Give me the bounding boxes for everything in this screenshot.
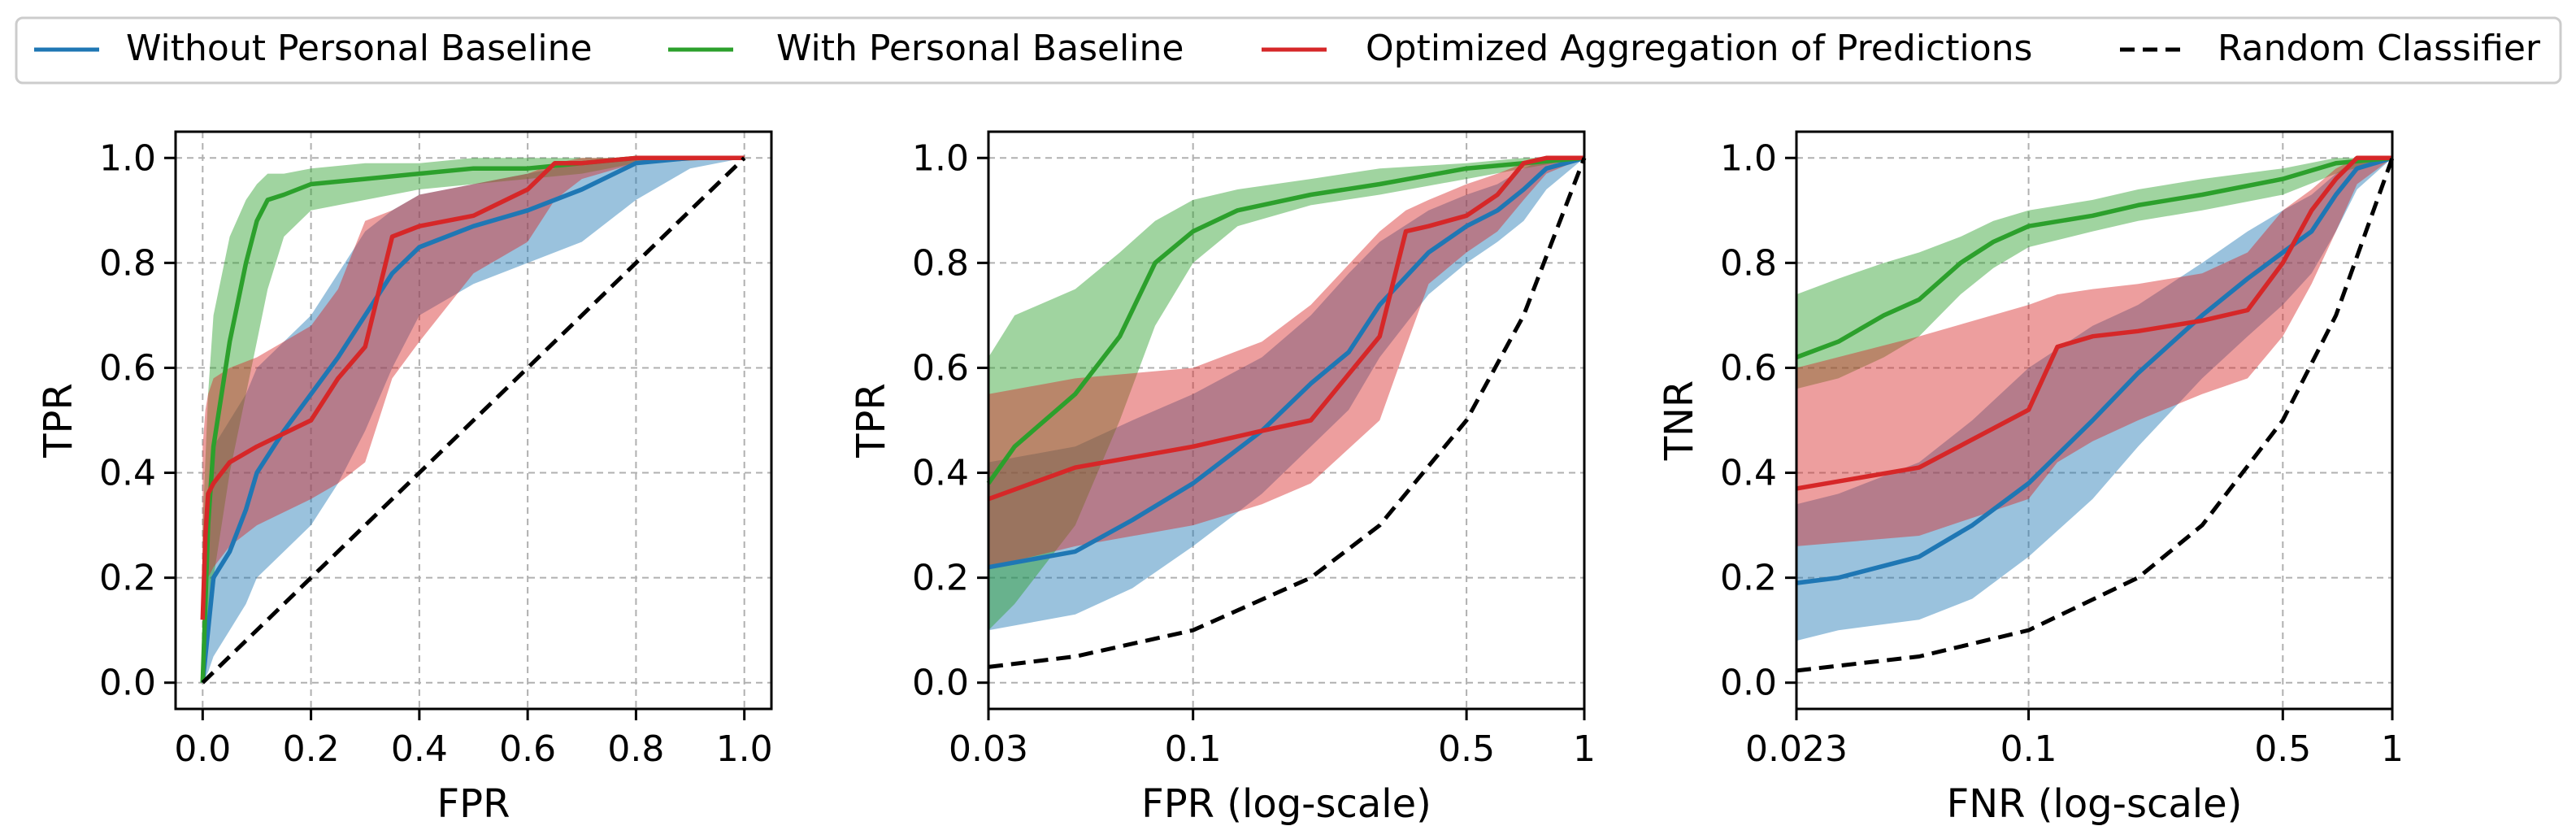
axes-frame [174,130,773,711]
series-line-random-classifier [1796,157,2395,673]
x-tick-label: 0.2 [283,728,340,770]
series-line-without-baseline [200,155,745,683]
y-axis-label: TPR [36,383,81,459]
confidence-band-without-baseline [1796,158,2392,641]
series-line-with-baseline [986,155,1585,485]
y-tick-label: 0.8 [1720,242,1777,284]
y-axis-label: TPR [849,383,894,459]
y-tick-label: 1.0 [1720,137,1777,179]
confidence-band-optimized-aggregation [1796,158,2392,546]
x-tick-label: 0.1 [1165,728,1222,770]
x-tick-label: 0.0 [174,728,231,770]
y-tick-label: 1.0 [99,137,156,179]
confidence-band-without-baseline [202,158,745,683]
y-tick-label: 0.2 [1720,558,1777,599]
y-axis-label: TNR [1657,380,1702,462]
panel-roc-log: 0.03 0.1 0.5 1 0.0 0.2 0.4 0.6 0.8 1.0 FPR (log-sc… [849,130,1596,827]
x-axis-label: FPR (log-scale) [1141,781,1431,827]
legend: Without Personal Baseline With Personal … [15,16,2562,85]
y-tick-label: 0.4 [99,453,156,494]
confidence-band-optimized-aggregation [988,158,1584,567]
x-tick-label: 0.5 [2254,728,2311,770]
y-tick-label: 0.2 [912,558,969,599]
x-tick-label: 0.1 [2000,728,2057,770]
legend-label-random-classifier: Random Classifier [2218,28,2541,69]
x-tick-label: 0.6 [499,728,556,770]
legend-label-without-baseline: Without Personal Baseline [126,28,593,69]
y-tick-label: 0.4 [1720,453,1777,494]
axes-frame [987,130,1586,711]
x-tick-label: 0.8 [607,728,664,770]
y-tick-label: 0.4 [912,453,969,494]
y-tick-label: 0.2 [99,558,156,599]
series-line-optimized-aggregation [200,155,745,620]
y-tick-label: 0.0 [1720,663,1777,704]
y-tick-label: 0.8 [99,242,156,284]
y-tick-label: 0.6 [99,347,156,389]
y-tick-label: 1.0 [912,137,969,179]
x-tick-label: 0.023 [1745,728,1848,770]
y-tick-label: 0.6 [1720,347,1777,389]
series-line-random-classifier [201,156,746,685]
x-tick-label: 0.4 [391,728,448,770]
legend-label-with-baseline: With Personal Baseline [776,28,1184,69]
series-line-optimized-aggregation [1796,155,2392,491]
y-tick-label: 0.0 [99,663,156,704]
panel-roc-linear: 0.0 0.2 0.4 0.6 0.8 1.0 0.0 0.2 0.4 0.6 0.8 1.0 FPR T… [36,130,773,827]
x-tick-label: 1 [2381,728,2404,770]
series-line-optimized-aggregation [988,155,1584,502]
series-line-with-baseline [1796,155,2393,360]
x-axis-label: FNR (log-scale) [1947,781,2243,827]
x-tick-label: 1 [1573,728,1596,770]
y-tick-label: 0.0 [912,663,969,704]
confidence-band-with-baseline [988,158,1584,631]
confidence-band-without-baseline [988,158,1584,631]
x-tick-label: 0.5 [1438,728,1495,770]
axes-frame [1795,130,2394,711]
y-tick-label: 0.8 [912,242,969,284]
series-line-without-baseline [1796,155,2393,585]
confidence-band-optimized-aggregation [202,158,745,683]
confidence-band-with-baseline [1796,158,2392,389]
legend-label-optimized-aggregation: Optimized Aggregation of Predictions [1366,28,2032,69]
panel-det-log: 0.023 0.1 0.5 1 0.0 0.2 0.4 0.6 0.8 1.0 FNR (log-s… [1657,130,2404,827]
x-axis-label: FPR [437,781,510,827]
series-line-without-baseline [988,155,1585,570]
confidence-band-with-baseline [202,158,745,683]
x-tick-label: 0.03 [949,728,1028,770]
x-tick-label: 1.0 [716,728,773,770]
y-tick-label: 0.6 [912,347,969,389]
